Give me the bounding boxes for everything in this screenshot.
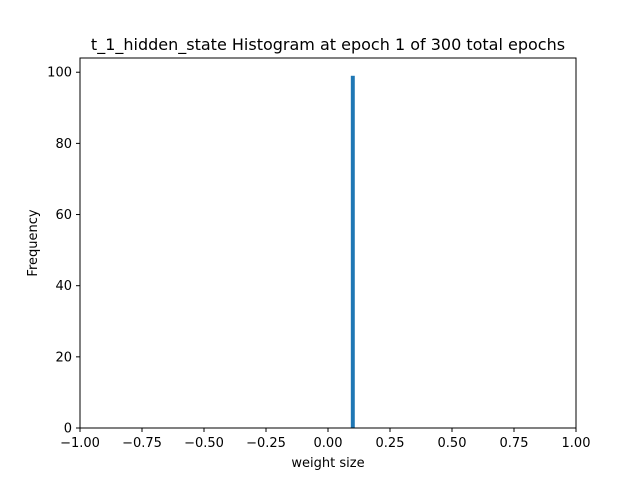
y-axis-label: Frequency	[26, 209, 41, 276]
x-tick-label: 0.25	[376, 436, 405, 451]
y-tick-label: 80	[55, 137, 72, 152]
y-tick-label: 40	[55, 279, 72, 294]
plot-frame	[79, 57, 577, 429]
x-tick-label: −0.75	[122, 436, 162, 451]
x-axis-label: weight size	[291, 456, 364, 471]
y-tick-label: 100	[47, 66, 72, 81]
y-axis-ticks: 0 20 40 60 80 100	[47, 66, 80, 437]
x-tick-label: −0.25	[246, 436, 286, 451]
histogram-bar-0	[350, 75, 355, 429]
x-tick-label: 0.50	[438, 436, 467, 451]
bars-group	[350, 75, 355, 429]
y-tick-label: 20	[55, 350, 72, 365]
x-tick-label: 1.00	[562, 436, 591, 451]
x-tick-label: 0.75	[500, 436, 529, 451]
x-tick-label: −1.00	[60, 436, 100, 451]
y-tick-label: 60	[55, 208, 72, 223]
x-axis-ticks: −1.00 −0.75 −0.50 −0.25 0.00 0.25 0.50 0.75 1.00	[60, 428, 590, 451]
y-tick-label: 0	[64, 422, 72, 437]
x-tick-label: 0.00	[314, 436, 343, 451]
x-tick-label: −0.50	[184, 436, 224, 451]
chart-title: t_1_hidden_state Histogram at epoch 1 of…	[91, 35, 565, 55]
